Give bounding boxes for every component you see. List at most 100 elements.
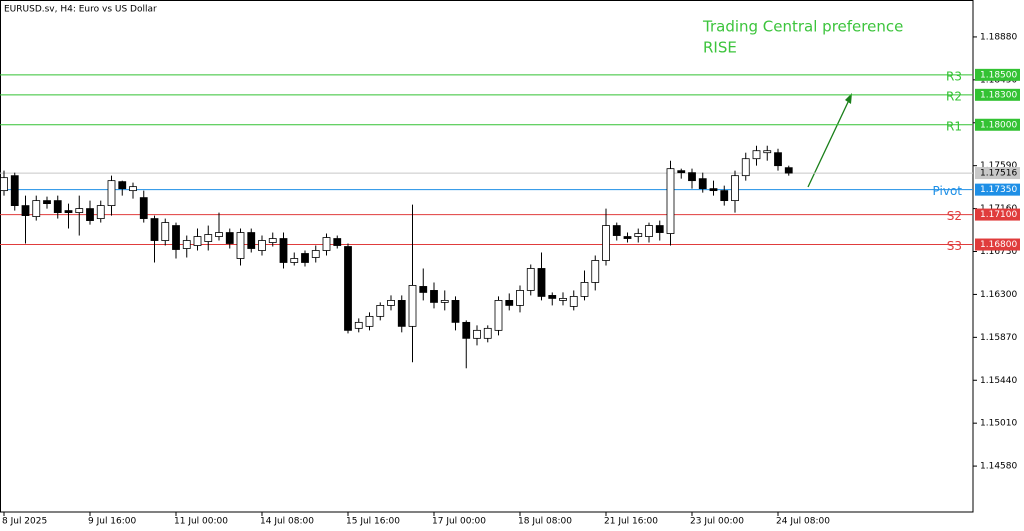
- candle-body: [10, 175, 19, 206]
- x-tick-label: 21 Jul 16:00: [604, 517, 658, 527]
- candle-body: [86, 208, 94, 221]
- level-value-box: [975, 208, 1020, 221]
- candle-body: [741, 158, 750, 177]
- candle-body: [451, 300, 460, 323]
- candle-body: [698, 178, 707, 190]
- x-tick-label: 17 Jul 00:00: [432, 517, 486, 527]
- y-tick-label: 1.14580: [980, 462, 1017, 472]
- y-tick-label: 1.16300: [980, 290, 1017, 300]
- level-name: R1: [946, 119, 962, 133]
- candle-body: [623, 236, 632, 239]
- x-tick-label: 23 Jul 00:00: [690, 517, 744, 527]
- candle-body: [139, 197, 148, 219]
- candle-body: [322, 237, 331, 251]
- y-tick-label: 1.15440: [980, 376, 1017, 386]
- level-value-label: 1.17100: [980, 210, 1017, 220]
- candle-body: [96, 205, 105, 219]
- x-tick-label: 15 Jul 16:00: [346, 517, 400, 527]
- x-tick-label: 11 Jul 00:00: [174, 517, 228, 527]
- candle-body: [537, 268, 546, 297]
- level-value-label: 1.18500: [980, 70, 1017, 80]
- annotation: Trading Central preference: [702, 18, 903, 36]
- y-tick-label: 1.15010: [980, 419, 1017, 429]
- candle-body: [397, 300, 406, 327]
- level-value-label: 1.17350: [980, 185, 1017, 195]
- candle-body: [333, 238, 342, 246]
- level-name: Pivot: [933, 184, 963, 198]
- candle-body: [709, 188, 718, 192]
- candle-body: [666, 168, 675, 234]
- candle-body: [53, 200, 62, 213]
- candle-body: [311, 250, 320, 258]
- candle-body: [677, 170, 686, 174]
- candle-body: [268, 238, 277, 243]
- candle-body: [559, 298, 567, 301]
- candle-body: [763, 150, 772, 154]
- candle-body: [107, 180, 116, 206]
- candle-body: [387, 300, 395, 306]
- candle-body: [462, 321, 471, 339]
- level-name: R2: [946, 89, 962, 103]
- candle-body: [344, 246, 352, 331]
- candle-body: [688, 172, 696, 182]
- candle-body: [129, 186, 137, 192]
- candle-body: [580, 282, 589, 297]
- y-tick-label: 1.17590: [980, 161, 1017, 171]
- candle-body: [301, 253, 309, 263]
- candle-body: [236, 232, 245, 259]
- candle-body: [720, 190, 729, 202]
- candle-body: [118, 181, 127, 190]
- candle-body: [193, 236, 202, 246]
- level-value-label: 1.16800: [980, 240, 1017, 250]
- candle-body: [634, 233, 643, 237]
- level-value-box: [975, 183, 1020, 196]
- candle-body: [365, 315, 374, 327]
- candle-body: [602, 225, 610, 261]
- candle-body: [430, 290, 438, 303]
- candle-body: [0, 177, 8, 192]
- x-tick-label: 9 Jul 16:00: [88, 517, 137, 527]
- candle-body: [75, 208, 84, 213]
- last-price-label: 1.17516: [980, 169, 1017, 179]
- candle-body: [784, 167, 793, 174]
- plot-frame: [0, 0, 974, 513]
- candle-body: [290, 258, 299, 263]
- candle-body: [655, 225, 664, 233]
- candle-body: [204, 234, 213, 242]
- level-name: R3: [946, 69, 962, 83]
- candle-body: [258, 240, 266, 251]
- candle-body: [354, 321, 363, 329]
- candle-body: [182, 240, 191, 249]
- candle-body: [548, 295, 557, 299]
- chart-title: EURUSD.sv, H4: Euro vs US Dollar: [4, 5, 157, 15]
- candle-body: [225, 232, 234, 244]
- candle-body: [150, 218, 159, 241]
- candle-body: [516, 290, 524, 306]
- candle-body: [612, 225, 621, 236]
- candle-body: [419, 286, 428, 293]
- candle-body: [64, 210, 73, 213]
- candle-body: [172, 225, 180, 250]
- candle-body: [43, 200, 51, 205]
- level-value-box: [975, 68, 1020, 81]
- candle-body: [505, 300, 514, 306]
- candle-body: [215, 232, 223, 237]
- candle-body: [494, 300, 503, 331]
- level-value-box: [975, 238, 1020, 251]
- level-value-box: [975, 88, 1020, 101]
- candle-body: [752, 150, 761, 160]
- level-value-label: 1.18000: [980, 120, 1017, 130]
- last-price-box: [975, 167, 1020, 180]
- candle-body: [408, 285, 417, 327]
- x-tick-label: 14 Jul 08:00: [260, 517, 314, 527]
- candle-body: [526, 268, 535, 291]
- candle-body: [376, 305, 385, 317]
- candle-body: [161, 222, 170, 241]
- candle-body: [774, 152, 782, 167]
- annotation: RISE: [703, 39, 737, 57]
- candle-body: [731, 175, 739, 202]
- level-value-box: [975, 118, 1020, 131]
- candle-body: [645, 225, 653, 237]
- y-tick-label: 1.18880: [980, 32, 1017, 42]
